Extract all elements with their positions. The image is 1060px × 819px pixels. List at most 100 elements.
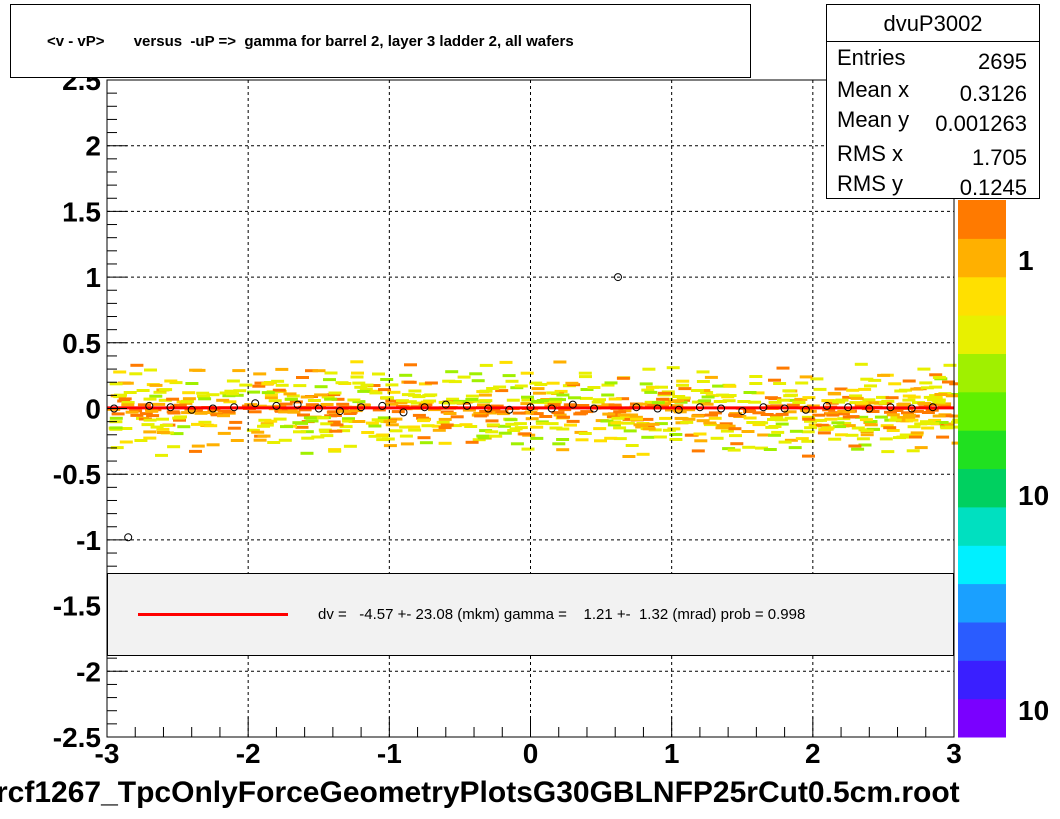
color-scale-label: 1 (1018, 245, 1034, 276)
x-tick-label: -2 (236, 738, 261, 769)
heatmap-cell (743, 410, 757, 413)
heatmap-cell (879, 437, 893, 441)
heatmap-cell (315, 416, 329, 420)
heatmap-cell (438, 417, 452, 421)
heatmap-cell (352, 420, 366, 423)
heatmap-cell (521, 447, 535, 451)
heatmap-cell (367, 389, 381, 393)
heatmap-cell (712, 384, 726, 388)
heatmap-cell (676, 383, 689, 387)
heatmap-cell (155, 453, 168, 457)
heatmap-cell (180, 399, 194, 403)
heatmap-cell (625, 413, 639, 417)
profile-point (801, 405, 810, 414)
heatmap-cell (730, 442, 744, 446)
x-tick-label: 3 (946, 738, 962, 769)
heatmap-cell (855, 415, 869, 419)
heatmap-cell (139, 412, 153, 416)
profile-point (717, 404, 726, 413)
heatmap-cell (509, 427, 523, 431)
heatmap-cell (530, 425, 544, 429)
heatmap-cell (896, 435, 910, 439)
heatmap-cell (834, 387, 848, 391)
heatmap-cell (860, 433, 874, 437)
heatmap-cell (873, 401, 887, 405)
heatmap-cell (610, 421, 624, 425)
heatmap-cell (296, 376, 309, 379)
heatmap-cell (604, 436, 618, 440)
stat-value: 2695 (978, 49, 1027, 74)
heatmap-cell (876, 395, 889, 399)
heatmap-cell (587, 386, 601, 389)
heatmap-cell (324, 371, 338, 375)
heatmap-cell (752, 411, 766, 415)
heatmap-cell (708, 411, 722, 415)
heatmap-cell (226, 379, 240, 383)
heatmap-cell (701, 395, 715, 399)
heatmap-cell (499, 360, 513, 364)
heatmap-cell (222, 410, 236, 414)
heatmap-cell (350, 360, 364, 364)
heatmap-cell (531, 400, 545, 403)
profile-points (110, 273, 937, 542)
heatmap-cell (143, 430, 157, 434)
y-tick-label: 1.5 (62, 196, 101, 227)
heatmap-cell (189, 449, 202, 453)
heatmap-cell (770, 416, 784, 420)
heatmap-cell (431, 424, 445, 428)
heatmap-cell (417, 419, 430, 423)
heatmap-cell (578, 432, 592, 435)
profile-point (928, 403, 937, 412)
heatmap-cell (110, 446, 124, 450)
profile-point (590, 404, 598, 413)
heatmap-cell (300, 451, 314, 455)
heatmap-cell (553, 413, 567, 417)
heatmap-cell (143, 436, 157, 440)
heatmap-cell (520, 402, 534, 406)
heatmap-cell (935, 421, 949, 424)
heatmap-cell (568, 396, 581, 400)
heatmap-cell (669, 433, 683, 436)
heatmap-cell (438, 426, 452, 430)
stat-row-rms-x: RMS x 1.705 (837, 141, 1027, 171)
heatmap-cell (130, 413, 144, 417)
heatmap-cell (206, 393, 220, 397)
heatmap-cell (836, 412, 850, 416)
heatmap-cell (802, 454, 815, 458)
heatmap-cell (253, 372, 267, 376)
profile-point (568, 400, 577, 409)
heatmap-cell (320, 422, 334, 426)
color-scale-segment (958, 545, 1006, 585)
heatmap-cell (579, 375, 592, 379)
heatmap-cell (817, 431, 831, 435)
heatmap-cell (545, 422, 559, 426)
heatmap-cell (275, 383, 289, 387)
heatmap-cell (606, 415, 620, 418)
heatmap-cell (320, 434, 334, 438)
y-tick-label: 2 (85, 131, 101, 162)
heatmap-cell (469, 372, 483, 376)
heatmap-cell (812, 413, 826, 417)
heatmap-cell (401, 393, 415, 397)
heatmap-cell (693, 432, 707, 436)
heatmap-cell (192, 368, 206, 372)
heatmap-cell (347, 398, 361, 402)
heatmap-cell (729, 434, 742, 438)
heatmap-cell (471, 379, 485, 383)
heatmap-cell (436, 420, 450, 424)
heatmap-cell (202, 411, 216, 414)
heatmap-cell (917, 367, 931, 371)
heatmap-cell (914, 446, 928, 450)
heatmap-cell (169, 381, 183, 385)
heatmap-cell (268, 399, 282, 403)
color-scale-label: 10 (1018, 695, 1049, 726)
heatmap-cell (166, 397, 180, 401)
heatmap-cell (556, 448, 570, 452)
heatmap-cell (768, 400, 782, 404)
heatmap-cell (608, 397, 622, 401)
heatmap-cell (248, 410, 262, 414)
heatmap-cell (383, 420, 397, 424)
x-tick-label: -3 (95, 738, 120, 769)
heatmap-cell (198, 420, 212, 424)
heatmap-cell (473, 411, 487, 415)
